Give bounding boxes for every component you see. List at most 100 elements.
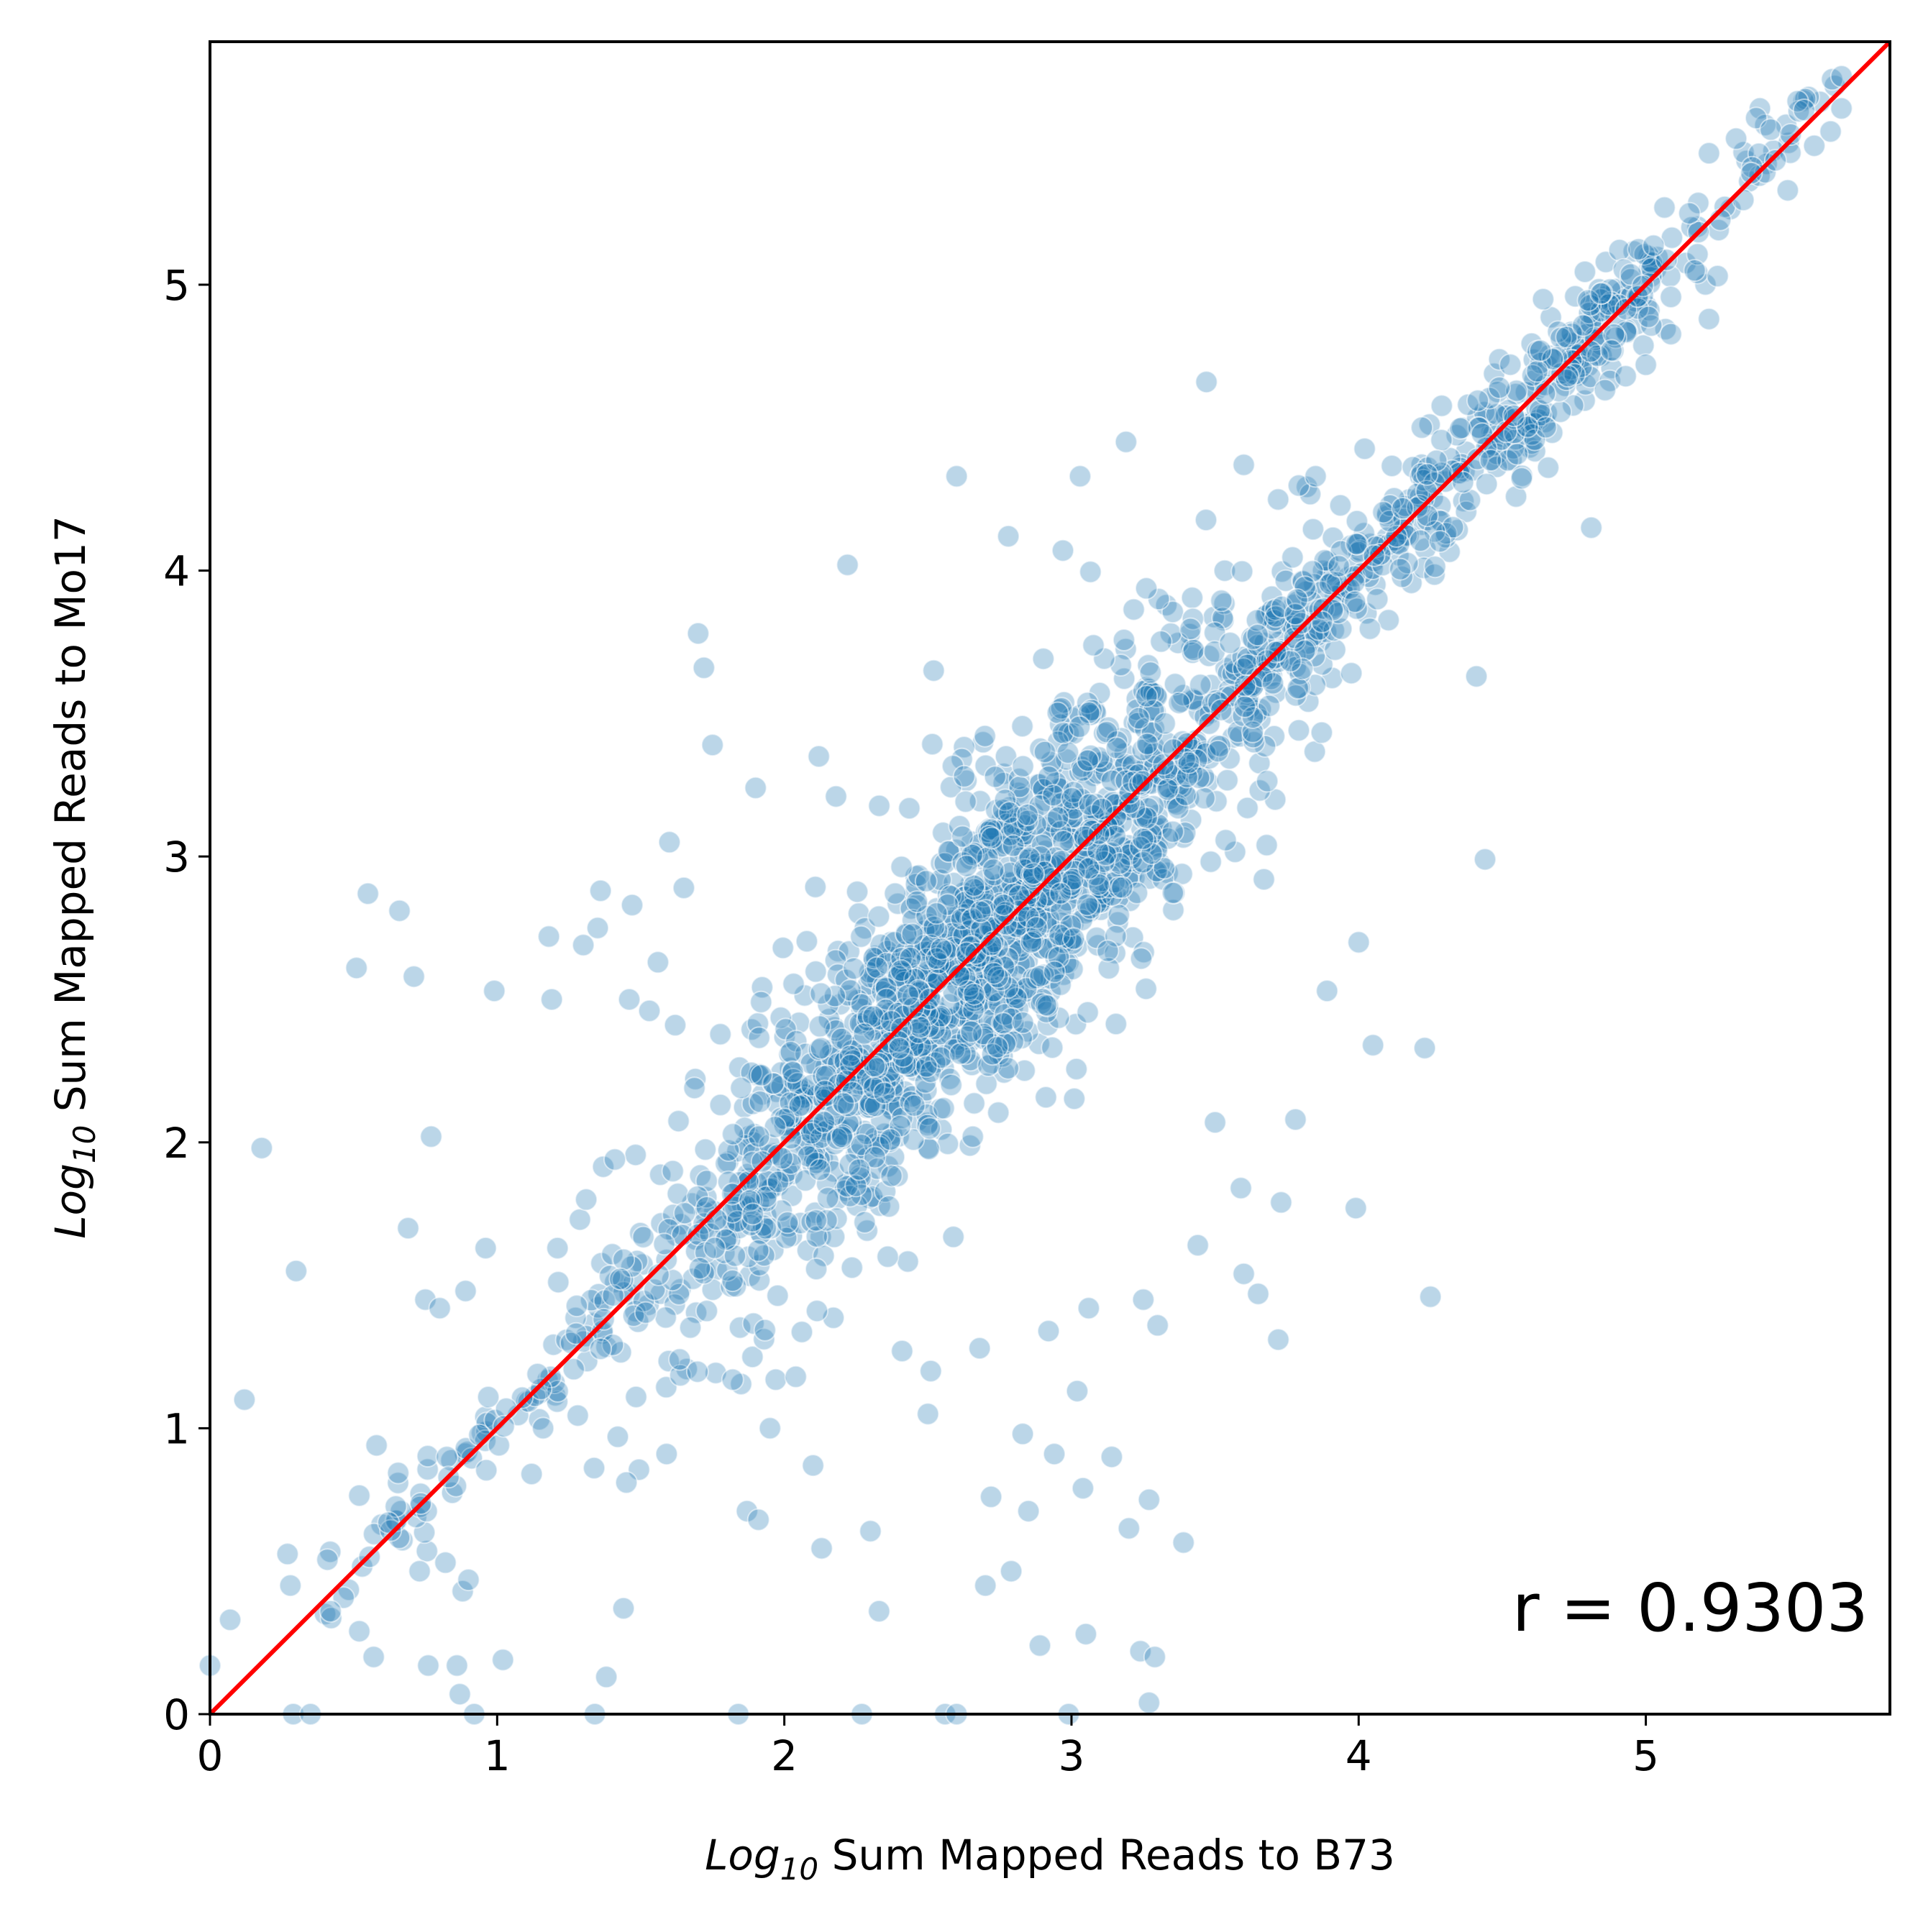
data-point [591, 1155, 615, 1178]
data-point [747, 1125, 771, 1148]
data-point [1161, 881, 1184, 905]
data-point [746, 1508, 770, 1532]
data-point [1475, 472, 1499, 496]
data-point [1206, 739, 1230, 763]
data-point [1076, 1001, 1100, 1024]
data-point [1156, 777, 1179, 801]
data-point [776, 1211, 800, 1235]
data-point [903, 1094, 926, 1117]
data-point [746, 1239, 770, 1263]
data-point [859, 1519, 882, 1543]
data-point [1281, 546, 1305, 569]
data-point [985, 1035, 1009, 1059]
data-point [531, 1416, 555, 1440]
data-point [566, 1404, 590, 1427]
data-point [1697, 307, 1721, 331]
data-point [1062, 1087, 1086, 1111]
data-point [1233, 695, 1256, 718]
data-point [769, 1006, 793, 1030]
data-point [1137, 1691, 1161, 1715]
data-point [729, 1076, 753, 1100]
data-point [475, 1458, 498, 1482]
data-point [1028, 1634, 1051, 1657]
data-point [1304, 464, 1328, 488]
data-point [661, 1159, 685, 1183]
data-point [805, 1299, 828, 1323]
data-point [852, 1022, 876, 1045]
data-point [1327, 554, 1351, 578]
data-point [667, 1109, 690, 1133]
data-point [1017, 1499, 1041, 1523]
data-point [808, 1158, 831, 1181]
data-point [869, 933, 892, 956]
data-point [1536, 456, 1560, 480]
data-point [1389, 557, 1412, 581]
data-point [1174, 821, 1197, 845]
data-point [448, 1683, 472, 1706]
data-point [416, 1445, 439, 1468]
data-point [1096, 939, 1120, 963]
data-point [1146, 1314, 1169, 1337]
data-point [897, 797, 921, 820]
data-point [316, 1548, 339, 1572]
data-point [959, 1020, 983, 1043]
data-point [790, 1320, 813, 1344]
data-point [1077, 1296, 1100, 1320]
data-point [830, 1125, 854, 1149]
data-point [962, 982, 986, 1006]
data-point [1248, 708, 1272, 731]
data-point [840, 1256, 864, 1279]
data-point [1137, 1488, 1161, 1511]
data-point [890, 959, 913, 982]
data-point [1112, 628, 1136, 651]
y-tick-label: 2 [163, 1119, 190, 1168]
data-point [1410, 416, 1434, 439]
data-point [1303, 740, 1327, 764]
data-point [1248, 779, 1271, 802]
data-point [546, 1236, 570, 1260]
data-point [1634, 353, 1658, 377]
data-point [638, 999, 661, 1022]
data-point [1203, 1111, 1227, 1134]
data-point [663, 1013, 687, 1037]
data-point [396, 1217, 420, 1240]
data-point [883, 882, 907, 905]
data-point [435, 1445, 459, 1469]
y-tick-label: 5 [163, 261, 190, 310]
data-point [1525, 360, 1549, 383]
data-point [1328, 493, 1352, 517]
data-point [1430, 429, 1453, 452]
data-point [764, 1368, 787, 1391]
y-tick-label: 4 [163, 547, 190, 596]
data-point [741, 1202, 764, 1226]
data-point [388, 899, 411, 922]
data-point [1298, 482, 1322, 506]
data-point [679, 1316, 702, 1340]
data-point [951, 825, 974, 848]
data-point [837, 940, 861, 963]
data-point [547, 1271, 570, 1294]
data-point [1232, 453, 1256, 477]
data-point [1131, 1288, 1155, 1311]
data-point [784, 1365, 808, 1388]
data-point [865, 956, 889, 979]
data-point [1192, 787, 1216, 810]
data-point [801, 1454, 825, 1478]
data-point [813, 1079, 836, 1103]
data-point [1264, 681, 1287, 705]
data-point [520, 1462, 544, 1485]
data-point [890, 855, 913, 879]
data-point [1180, 586, 1204, 610]
data-point [1034, 1086, 1058, 1109]
data-point [1018, 846, 1041, 870]
data-point [1065, 1379, 1089, 1403]
data-point [939, 1073, 963, 1097]
data-point [914, 869, 938, 893]
data-point [728, 1316, 752, 1340]
data-point [969, 900, 992, 923]
data-point [1008, 939, 1031, 963]
data-point [1419, 1285, 1443, 1309]
data-point [1011, 1011, 1035, 1035]
data-point [618, 988, 641, 1011]
data-point [606, 1425, 629, 1449]
